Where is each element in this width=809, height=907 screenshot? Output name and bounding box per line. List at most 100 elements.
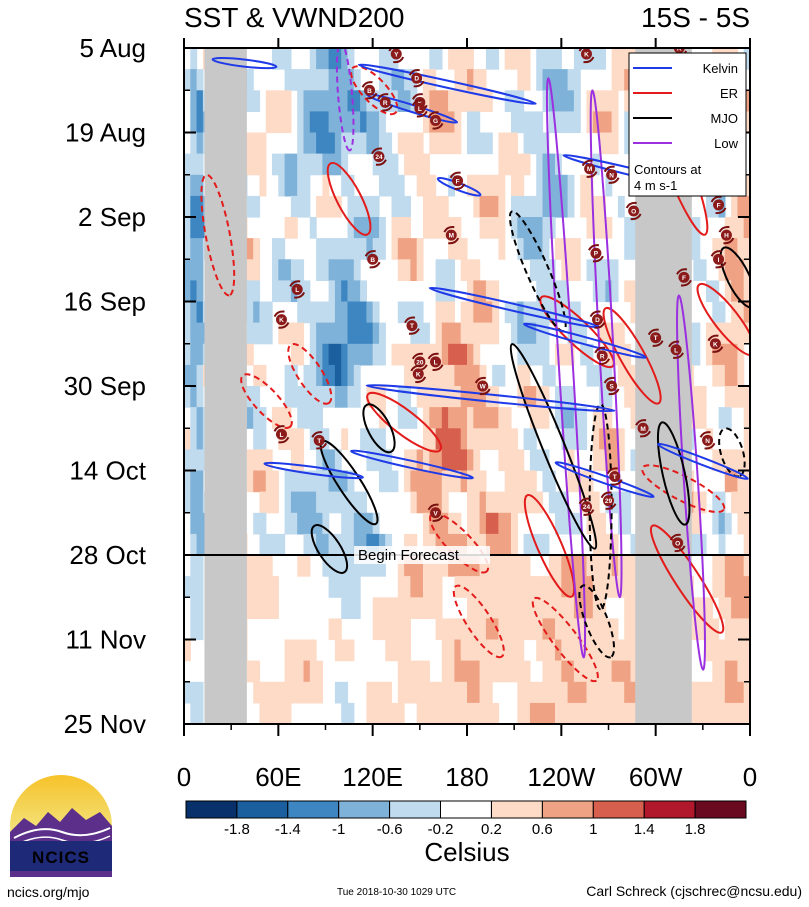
heat-cell — [548, 259, 556, 281]
heat-cell — [284, 280, 292, 303]
heat-cell — [599, 364, 606, 387]
heat-cell — [467, 597, 474, 619]
heat-cell — [737, 597, 745, 619]
heat-cell — [322, 69, 330, 91]
heat-cell — [523, 428, 531, 450]
heat-cell — [473, 322, 481, 345]
storm-tracks: YKKBDSRLG24MNOFHMPBIFLFKTTDLK20LKRWSMLTN… — [273, 48, 735, 553]
heat-cell — [592, 428, 600, 450]
heat-cell — [492, 491, 500, 514]
heat-cell — [334, 639, 342, 662]
heat-cell — [391, 217, 399, 239]
heat-cell — [448, 681, 455, 704]
heat-cell — [303, 153, 311, 176]
x-tick-label: 0 — [177, 762, 191, 792]
heat-cell — [416, 301, 424, 324]
heat-cell — [404, 364, 411, 387]
heat-cell — [353, 259, 361, 281]
heat-cell — [624, 386, 632, 408]
storm-code: Y — [394, 52, 399, 59]
heat-cell — [454, 132, 462, 155]
heat-cell — [379, 618, 386, 641]
storm-swirl-icon — [364, 250, 381, 269]
heat-cell — [303, 533, 311, 556]
heat-cell — [303, 491, 311, 514]
heat-cell — [353, 111, 361, 134]
heat-cell — [341, 555, 349, 577]
heat-cell — [184, 364, 191, 387]
heat-cell — [536, 217, 544, 239]
heat-cell — [712, 618, 720, 641]
heat-cell — [479, 512, 487, 535]
heat-cell — [347, 512, 355, 535]
heat-cell — [184, 259, 191, 281]
heat-cell — [586, 343, 594, 366]
heat-cell — [485, 301, 493, 324]
storm-code: S — [609, 384, 614, 391]
heat-cell — [309, 407, 317, 429]
heat-cell — [328, 259, 336, 281]
heat-cell — [190, 153, 198, 176]
land-band — [204, 48, 247, 724]
heat-cell — [548, 111, 556, 134]
heat-cell — [347, 470, 355, 493]
heat-cell — [184, 217, 191, 239]
heat-cell — [605, 217, 613, 239]
heat-cell — [548, 69, 556, 91]
storm-dot — [591, 314, 603, 326]
heat-cell — [605, 343, 613, 366]
heat-cell — [567, 681, 575, 704]
heat-cell — [328, 364, 336, 387]
heat-cell — [523, 217, 531, 239]
heat-cell — [278, 280, 286, 303]
heat-cell — [567, 576, 575, 598]
heat-cell — [504, 449, 512, 472]
heat-cell — [523, 702, 531, 724]
heat-cell — [441, 555, 449, 577]
heat-cell — [630, 301, 638, 324]
storm-swirl-icon — [388, 48, 405, 64]
heat-cell — [272, 533, 279, 556]
heat-cell — [284, 491, 292, 514]
heat-cell — [731, 364, 738, 387]
heat-cell — [731, 386, 738, 408]
heat-cell — [290, 322, 298, 345]
footer-site[interactable]: ncics.org/mjo — [7, 884, 90, 900]
colorbar-swatch — [338, 800, 391, 819]
heat-cell — [391, 618, 399, 641]
heat-cell — [196, 174, 204, 197]
heat-cell — [429, 533, 437, 556]
heat-cell — [624, 238, 632, 260]
heat-cell — [316, 195, 323, 218]
heat-cell — [454, 238, 462, 260]
heat-cell — [360, 533, 367, 556]
heat-cell — [334, 470, 342, 493]
heat-cell — [693, 343, 701, 366]
heat-cell — [504, 555, 512, 577]
heat-cell — [548, 681, 556, 704]
kelvin-wave — [554, 461, 655, 498]
heat-cell — [334, 364, 342, 387]
heat-cell — [278, 153, 286, 176]
heat-cell — [404, 407, 411, 429]
heat-cell — [259, 597, 267, 619]
heat-cell — [504, 660, 512, 683]
heat-cell — [504, 132, 512, 155]
heat-cell — [196, 618, 204, 641]
colorbar-swatch — [185, 800, 238, 819]
heat-cell — [743, 428, 750, 450]
heat-cell — [630, 280, 638, 303]
heat-cell — [366, 238, 374, 260]
heat-cell — [404, 597, 411, 619]
heat-cell — [567, 702, 575, 724]
heat-cell — [498, 449, 506, 472]
heat-cell — [397, 69, 405, 91]
heat-cell — [448, 238, 455, 260]
heat-cell — [341, 639, 349, 662]
storm-swirl-icon — [625, 201, 642, 221]
heat-cell — [460, 428, 468, 450]
heat-cell — [492, 576, 500, 598]
heat-cell — [360, 195, 367, 218]
heat-cell — [190, 259, 198, 281]
storm-swirl-icon — [578, 497, 595, 516]
